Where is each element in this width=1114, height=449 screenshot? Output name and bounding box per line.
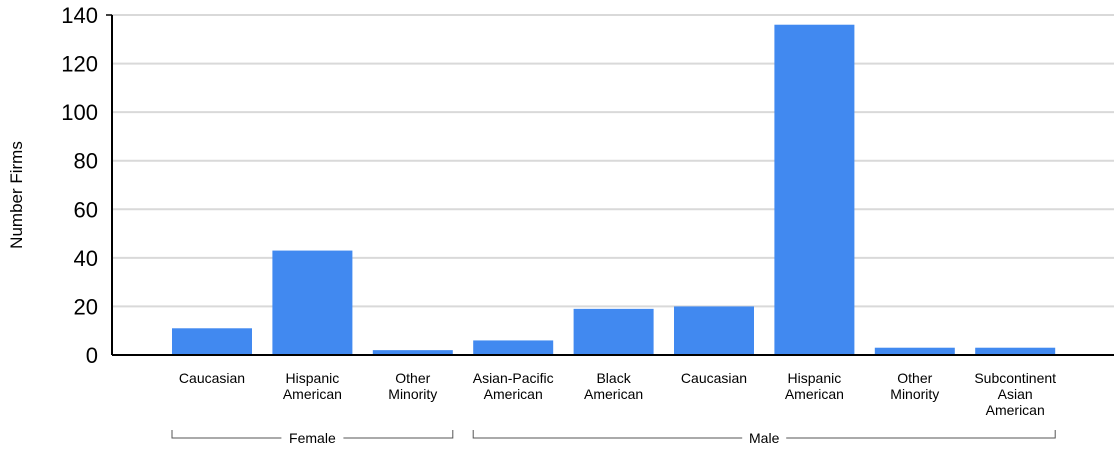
bar xyxy=(874,347,955,355)
x-tick-label: Hispanic American xyxy=(283,370,342,402)
x-tick-label: Hispanic American xyxy=(785,370,844,402)
x-tick-label: Caucasian xyxy=(179,370,245,386)
y-tick-label: 0 xyxy=(86,343,98,368)
y-tick-label: 100 xyxy=(61,100,98,125)
y-tick-label: 60 xyxy=(74,197,98,222)
bar xyxy=(674,306,754,355)
axes xyxy=(106,14,1114,356)
x-tick-label: Asian-Pacific American xyxy=(473,370,554,402)
group-label: Male xyxy=(749,430,780,446)
bar xyxy=(372,350,453,355)
bar xyxy=(573,308,654,355)
group-label: Female xyxy=(289,430,336,446)
x-tick-labels: Caucasian Hispanic American Other Minority As… xyxy=(179,370,1056,418)
x-tick-label: Black American xyxy=(584,370,643,402)
x-tick-label: Other Minority xyxy=(890,370,939,402)
bar xyxy=(172,328,252,355)
group-bracket-female: Female xyxy=(171,430,454,446)
gridlines xyxy=(112,14,1114,308)
y-tick-label: 140 xyxy=(61,3,98,28)
group-brackets: Female Male xyxy=(171,430,1056,446)
bar xyxy=(975,347,1056,355)
y-tick-label: 20 xyxy=(74,294,98,319)
y-tick-labels: 0 20 40 60 80 100 120 140 xyxy=(61,3,98,368)
bar xyxy=(473,340,554,355)
y-tick-label: 40 xyxy=(74,246,98,271)
x-tick-label: Other Minority xyxy=(388,370,437,402)
x-tick-label: Subcontinent Asian American xyxy=(974,370,1056,418)
bar xyxy=(774,24,855,355)
y-axis-label: Number Firms xyxy=(7,141,26,249)
group-bracket-male: Male xyxy=(472,430,1056,446)
x-tick-label: Caucasian xyxy=(681,370,747,386)
bar xyxy=(272,250,353,355)
y-tick-label: 80 xyxy=(74,149,98,174)
bars xyxy=(172,24,1056,355)
y-tick-label: 120 xyxy=(61,52,98,77)
